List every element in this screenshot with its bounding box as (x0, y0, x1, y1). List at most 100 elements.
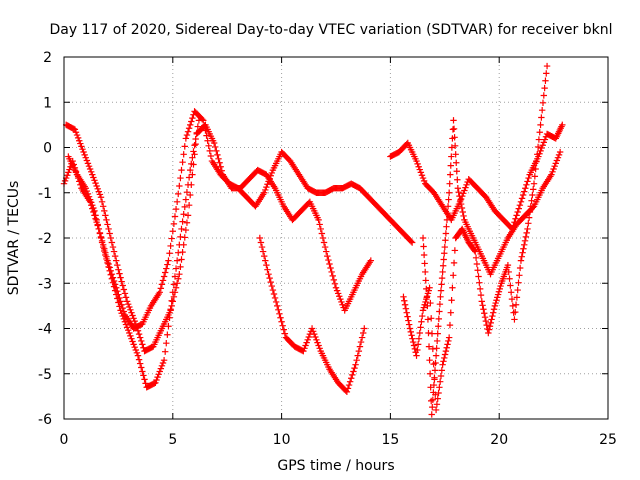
data-point (260, 189, 268, 196)
data-point (83, 157, 91, 164)
data-point (448, 297, 455, 304)
data-point (515, 205, 522, 212)
data-point (97, 194, 105, 201)
data-point (414, 160, 421, 168)
data-point (317, 225, 324, 233)
data-point (170, 220, 178, 228)
data-point (413, 352, 420, 359)
data-point (535, 136, 543, 143)
data-point (451, 142, 459, 150)
data-point (269, 286, 277, 294)
data-point (426, 284, 433, 291)
data-point (152, 379, 159, 386)
data-point (74, 134, 82, 142)
data-point (154, 373, 161, 381)
data-point (543, 70, 550, 77)
data-point (424, 290, 432, 297)
data-point (414, 341, 422, 348)
data-point (457, 196, 464, 204)
data-point (195, 117, 203, 124)
data-point (367, 257, 375, 264)
data-point (215, 155, 222, 163)
data-point (521, 188, 528, 195)
data-point (472, 254, 480, 261)
data-point (177, 233, 184, 241)
data-point (212, 143, 219, 151)
data-point (428, 411, 435, 418)
data-point (552, 160, 559, 167)
data-point (130, 341, 137, 348)
data-point (474, 267, 481, 274)
data-point (305, 333, 312, 341)
x-tick-label: 20 (490, 432, 508, 448)
data-point (497, 282, 504, 290)
y-tick-label: -1 (38, 186, 52, 202)
data-point (440, 358, 447, 365)
y-tick-label: 1 (43, 95, 52, 111)
data-point (441, 351, 449, 358)
data-point (108, 239, 116, 246)
data-point (90, 174, 97, 181)
data-point (428, 397, 435, 405)
data-point (426, 370, 434, 377)
data-point (176, 271, 183, 278)
data-point (182, 135, 190, 142)
data-point (433, 337, 441, 345)
data-point (185, 125, 193, 132)
data-point (102, 212, 109, 219)
data-point (178, 256, 185, 263)
data-point (446, 180, 453, 187)
data-point (485, 329, 492, 337)
data-point (441, 243, 448, 251)
data-point (420, 251, 428, 259)
data-point (420, 304, 428, 311)
data-point (473, 260, 481, 268)
data-point (119, 282, 126, 289)
data-point (78, 143, 85, 150)
data-point (281, 330, 289, 337)
data-point (519, 191, 527, 199)
data-point (551, 162, 558, 170)
data-point (487, 319, 494, 327)
data-point (490, 309, 497, 316)
data-point (425, 343, 433, 350)
data-point (216, 159, 223, 166)
data-point (129, 338, 136, 345)
data-point (360, 329, 367, 337)
data-point (494, 291, 502, 298)
data-point (167, 306, 174, 313)
data-point (318, 230, 326, 237)
data-point (279, 322, 286, 329)
data-point (471, 247, 478, 254)
data-point (183, 131, 191, 139)
data-point (438, 274, 446, 282)
data-point (520, 245, 527, 252)
data-point (155, 371, 162, 378)
data-point (113, 257, 120, 264)
data-point (504, 261, 512, 269)
data-point (534, 151, 541, 158)
data-point (101, 207, 108, 215)
data-point (442, 230, 450, 237)
data-point (92, 212, 99, 219)
data-point (538, 114, 545, 121)
series-trace-c (65, 117, 203, 391)
data-point (338, 298, 345, 306)
data-point (439, 361, 446, 368)
data-point (315, 342, 322, 349)
data-point (92, 179, 99, 187)
data-point (97, 234, 105, 242)
data-point (164, 331, 171, 338)
data-point (555, 151, 563, 159)
data-point (438, 367, 446, 374)
data-point (463, 181, 470, 189)
y-tick-label: -2 (38, 231, 52, 247)
x-tick-label: 0 (60, 432, 69, 448)
data-point (270, 290, 278, 298)
data-point (419, 312, 426, 320)
data-point (430, 381, 438, 389)
data-point (99, 203, 107, 210)
data-point (516, 272, 523, 279)
data-point (300, 347, 307, 355)
data-point (525, 174, 532, 182)
